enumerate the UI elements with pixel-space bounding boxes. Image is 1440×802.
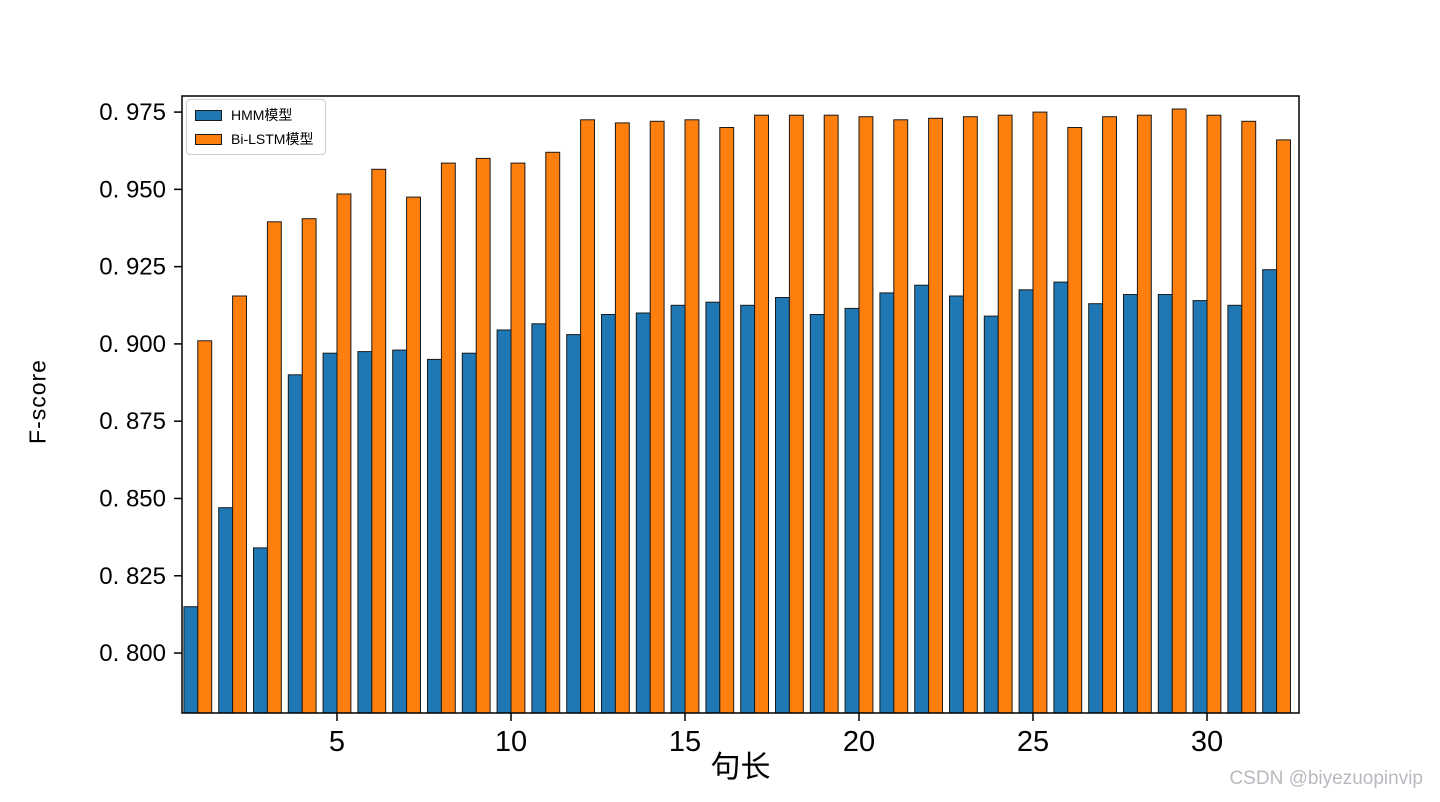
bar-bilstm-3 <box>266 221 282 714</box>
bar-hmm-4 <box>287 374 303 714</box>
x-tick-label: 30 <box>1191 726 1223 758</box>
legend-swatch-bilstm <box>195 133 222 145</box>
bar-bilstm-29 <box>1171 108 1187 714</box>
bar-hmm-8 <box>427 358 442 714</box>
y-tick-label: 0. 925 <box>99 254 166 281</box>
bar-hmm-18 <box>775 297 790 714</box>
bar-bilstm-11 <box>545 151 561 714</box>
legend-item-bilstm: Bi-LSTM模型 <box>195 129 313 149</box>
bar-bilstm-13 <box>614 122 630 714</box>
bar-hmm-12 <box>566 334 582 714</box>
legend-swatch-hmm <box>195 109 222 121</box>
bar-hmm-29 <box>1157 294 1173 714</box>
y-tick-label: 0. 800 <box>99 640 166 667</box>
bar-bilstm-6 <box>371 168 387 714</box>
bar-bilstm-4 <box>301 218 317 714</box>
bar-hmm-26 <box>1053 281 1069 714</box>
bar-bilstm-8 <box>440 162 456 714</box>
bar-bilstm-1 <box>197 340 213 714</box>
bar-bilstm-5 <box>336 193 352 714</box>
bar-hmm-7 <box>392 349 408 714</box>
bar-bilstm-25 <box>1032 111 1048 714</box>
y-tick-label: 0. 825 <box>99 563 166 590</box>
bar-hmm-24 <box>983 315 999 714</box>
x-tick-label: 15 <box>669 726 701 758</box>
bar-hmm-22 <box>914 284 930 714</box>
bar-hmm-25 <box>1018 289 1034 714</box>
bar-bilstm-23 <box>962 116 978 714</box>
x-tick-label: 5 <box>329 726 345 758</box>
bar-bilstm-14 <box>649 120 665 714</box>
bar-bilstm-26 <box>1067 127 1083 714</box>
watermark: CSDN @biyezuopinvip <box>1229 768 1423 789</box>
bar-hmm-20 <box>844 307 860 714</box>
y-tick-label: 0. 950 <box>99 176 166 203</box>
bar-bilstm-30 <box>1206 114 1222 714</box>
bar-hmm-5 <box>322 352 338 714</box>
bar-hmm-11 <box>531 323 547 714</box>
legend-label-bilstm: Bi-LSTM模型 <box>231 131 314 147</box>
y-tick-label: 0. 850 <box>99 485 166 512</box>
bar-hmm-30 <box>1192 300 1208 714</box>
bar-bilstm-2 <box>232 295 248 714</box>
bar-bilstm-15 <box>684 119 700 714</box>
bar-hmm-28 <box>1123 294 1138 714</box>
bar-hmm-6 <box>357 351 373 714</box>
bar-bilstm-20 <box>858 116 874 714</box>
y-tick-label: 0. 875 <box>99 408 166 435</box>
bar-hmm-10 <box>496 329 512 714</box>
bar-bilstm-18 <box>788 114 804 714</box>
bar-hmm-1 <box>183 606 199 714</box>
bar-bilstm-16 <box>719 127 735 714</box>
plot-frame <box>181 95 1300 714</box>
legend: HMM模型 Bi-LSTM模型 <box>186 99 327 155</box>
bar-hmm-27 <box>1088 303 1104 714</box>
y-axis-title: F-score <box>24 359 51 444</box>
bar-bilstm-21 <box>893 119 909 714</box>
bar-bilstm-22 <box>928 117 943 714</box>
bar-bilstm-19 <box>823 114 839 714</box>
bar-bilstm-9 <box>475 157 491 714</box>
legend-label-hmm: HMM模型 <box>231 107 293 123</box>
bar-hmm-23 <box>949 295 964 714</box>
x-tick-label: 25 <box>1017 726 1049 758</box>
bar-bilstm-7 <box>406 196 422 714</box>
bar-bilstm-24 <box>997 114 1013 714</box>
y-tick-label: 0. 975 <box>99 99 166 126</box>
bar-bilstm-10 <box>510 162 526 714</box>
bar-hmm-2 <box>218 507 234 714</box>
bar-hmm-31 <box>1227 304 1243 714</box>
bar-hmm-14 <box>635 312 651 714</box>
bar-hmm-19 <box>809 314 825 714</box>
bar-bilstm-31 <box>1241 120 1257 714</box>
bar-bilstm-27 <box>1102 116 1117 714</box>
bar-bilstm-12 <box>580 119 595 714</box>
bar-hmm-9 <box>461 352 477 714</box>
bar-bilstm-17 <box>754 114 769 714</box>
bar-hmm-21 <box>879 292 895 714</box>
bar-hmm-17 <box>740 304 756 714</box>
x-axis-title: 句长 <box>710 751 771 784</box>
bar-bilstm-28 <box>1136 114 1152 714</box>
x-tick-label: 10 <box>495 726 527 758</box>
bar-hmm-15 <box>670 304 686 714</box>
bar-hmm-16 <box>705 301 721 714</box>
y-tick-label: 0. 900 <box>99 331 166 358</box>
bar-hmm-3 <box>253 547 268 714</box>
bar-bilstm-32 <box>1276 139 1291 714</box>
bar-hmm-32 <box>1262 269 1278 714</box>
legend-item-hmm: HMM模型 <box>195 105 313 125</box>
bar-hmm-13 <box>601 314 616 714</box>
x-tick-label: 20 <box>843 726 875 758</box>
